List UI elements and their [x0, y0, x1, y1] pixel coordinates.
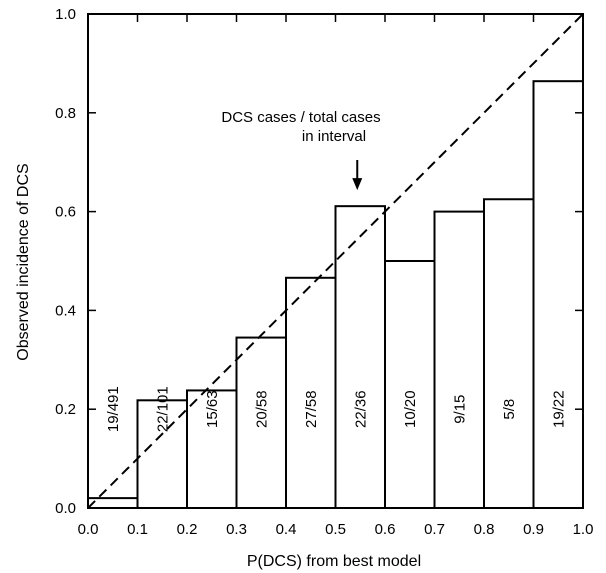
bar-label-2: 15/63 [204, 390, 221, 428]
x-tick-label-2: 0.2 [177, 521, 198, 538]
bars-layer [87, 80, 584, 510]
y-tick-label-2: 0.4 [55, 302, 76, 319]
x-tick-label-7: 0.7 [424, 521, 445, 538]
x-tick-label-4: 0.4 [276, 521, 297, 538]
bar-labels-layer: 19/491 22/101 15/63 20/58 27/58 22/36 10/20 9/1… [105, 386, 568, 432]
annotation-line-2: in interval [302, 128, 366, 145]
y-axis-title: Observed incidence of DCS [15, 163, 32, 360]
bar-7 [433, 210, 485, 509]
x-tick-label-5: 0.5 [325, 521, 346, 538]
y-tick-label-1: 0.2 [55, 401, 76, 418]
x-tick-label-3: 0.3 [226, 521, 247, 538]
x-tick-label-1: 0.1 [127, 521, 148, 538]
bar-label-7: 9/15 [451, 395, 468, 424]
x-tick-label-8: 0.8 [474, 521, 495, 538]
y-tick-label-5: 1.0 [55, 6, 76, 23]
bar-8 [483, 198, 535, 509]
bar-label-8: 5/8 [501, 399, 518, 420]
bar-label-3: 20/58 [253, 390, 270, 428]
bar-label-9: 19/22 [550, 390, 567, 428]
x-axis-title: P(DCS) from best model [247, 553, 421, 570]
x-tick-label-6: 0.6 [375, 521, 396, 538]
bar-0 [87, 497, 139, 509]
bar-label-4: 27/58 [303, 390, 320, 428]
bar-label-5: 22/36 [352, 390, 369, 428]
x-tick-label-9: 0.9 [523, 521, 544, 538]
y-tick-label-0: 0.0 [55, 500, 76, 517]
bar-label-0: 19/491 [105, 386, 122, 432]
annotation-arrow-head [352, 178, 363, 191]
ticks-layer: 0.0 0.1 0.2 0.3 0.4 0.5 0.6 0.7 0.8 0.9 1.0 0.0 0.2 0… [55, 6, 593, 538]
x-tick-label-10: 1.0 [573, 521, 594, 538]
bar-5 [334, 205, 386, 510]
annotation-line-1: DCS cases / total cases [221, 109, 380, 126]
diagonal-layer [87, 13, 584, 509]
y-tick-label-4: 0.8 [55, 105, 76, 122]
bar-label-6: 10/20 [402, 390, 419, 428]
y-tick-label-3: 0.6 [55, 204, 76, 221]
x-tick-label-0: 0.0 [78, 521, 99, 538]
bar-9 [532, 80, 584, 510]
annotation-layer: DCS cases / total cases in interval [221, 109, 381, 191]
bar-label-1: 22/101 [154, 386, 171, 432]
bar-6 [384, 260, 436, 509]
reference-diagonal-line [87, 13, 584, 509]
